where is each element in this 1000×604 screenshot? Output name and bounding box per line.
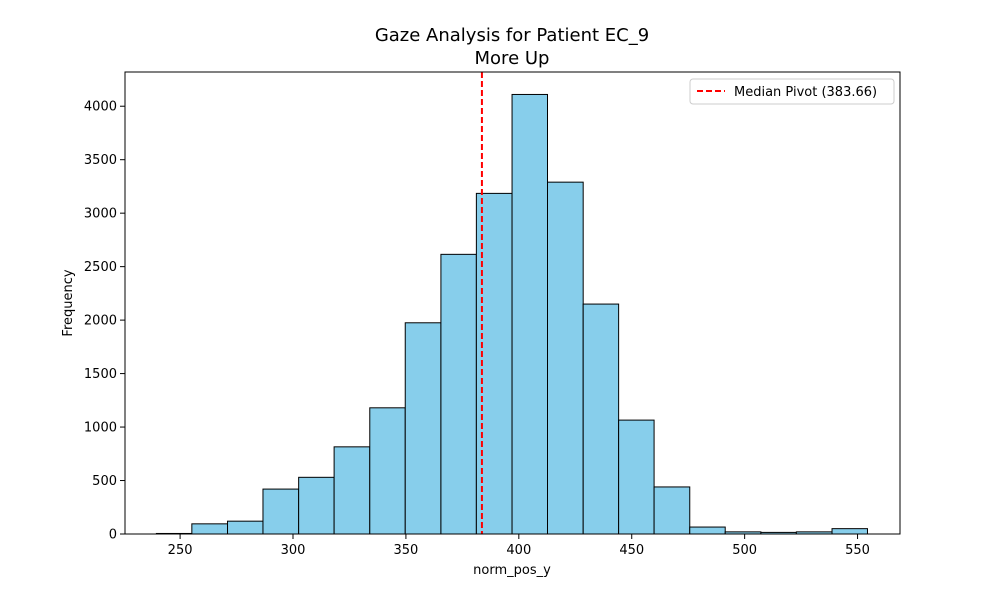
x-axis-ticks: 250 300 350 400 450 500 550	[168, 534, 870, 558]
chart-subtitle: More Up	[475, 48, 550, 69]
x-tick-label: 250	[168, 543, 193, 558]
histogram-bar	[653, 486, 691, 535]
y-tick-label: 2500	[84, 260, 117, 275]
y-tick-label: 0	[109, 528, 117, 543]
plot-frame	[124, 71, 901, 535]
x-tick-label: 350	[394, 543, 419, 558]
bars-group	[155, 93, 868, 535]
y-tick-label: 500	[92, 474, 117, 489]
y-axis-ticks: 0 500 1000 1500 2000 2500 3000 3500 4000	[84, 100, 125, 543]
legend-box	[689, 78, 895, 105]
x-axis-label: norm_pos_y	[473, 563, 551, 578]
histogram-bar	[440, 253, 477, 535]
histogram-bar	[298, 476, 335, 535]
histogram-bar	[831, 528, 868, 535]
legend-label: Median Pivot (383.66)	[734, 85, 877, 100]
legend: Median Pivot (383.66)	[689, 78, 895, 105]
histogram-bar	[511, 93, 549, 535]
chart-title: Gaze Analysis for Patient EC_9	[375, 25, 649, 46]
x-tick-label: 450	[619, 543, 644, 558]
x-tick-label: 500	[732, 543, 757, 558]
histogram-bar	[333, 446, 371, 535]
x-tick-label: 400	[506, 543, 531, 558]
histogram-bar	[547, 181, 584, 535]
x-tick-label: 300	[281, 543, 306, 558]
histogram-bar	[369, 407, 406, 535]
y-axis-label: Frequency	[61, 269, 76, 336]
y-tick-label: 2000	[84, 314, 117, 329]
y-tick-label: 1500	[84, 367, 117, 382]
histogram-bar	[191, 523, 229, 535]
histogram-bar	[618, 419, 655, 535]
y-tick-label: 3500	[84, 153, 117, 168]
histogram-bar	[689, 526, 726, 535]
y-tick-label: 1000	[84, 421, 117, 436]
x-tick-label: 550	[845, 543, 870, 558]
histogram-bar	[262, 488, 300, 535]
y-tick-label: 3000	[84, 207, 117, 222]
histogram-bar	[227, 520, 264, 535]
histogram-bar	[404, 322, 442, 535]
histogram-bar	[582, 303, 620, 535]
y-tick-label: 4000	[84, 100, 117, 115]
